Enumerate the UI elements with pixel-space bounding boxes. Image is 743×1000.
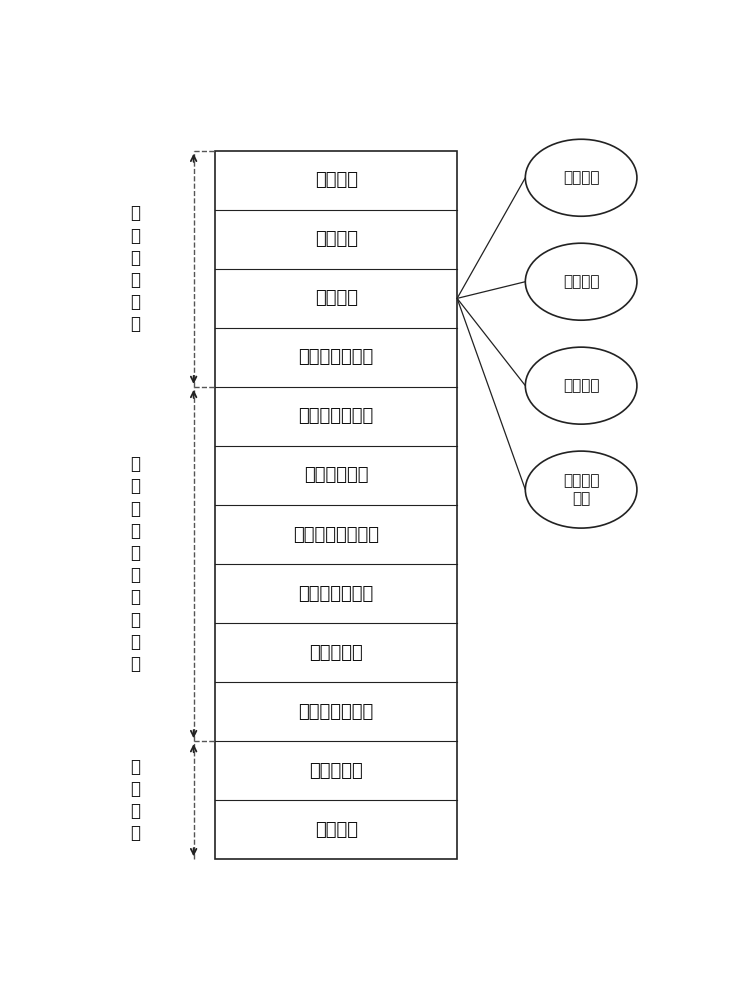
Ellipse shape — [525, 451, 637, 528]
Ellipse shape — [525, 243, 637, 320]
Ellipse shape — [525, 139, 637, 216]
Text: 是否终止
结点: 是否终止 结点 — [563, 473, 600, 506]
Text: 设
备
故
障
规
则: 设 备 故 障 规 则 — [131, 204, 140, 333]
Text: 主保护正确动作: 主保护正确动作 — [299, 407, 374, 425]
Text: 断路器拒动: 断路器拒动 — [309, 762, 363, 780]
Text: 接线方式: 接线方式 — [563, 378, 600, 393]
Text: 后备保护正确动作: 后备保护正确动作 — [293, 526, 379, 544]
Text: 主保护拒动作: 主保护拒动作 — [304, 466, 369, 484]
Text: 电压等级: 电压等级 — [563, 274, 600, 289]
Text: 断路器跳闸: 断路器跳闸 — [309, 644, 363, 662]
Text: 断
路
器
和
保
护
动
作
规
则: 断 路 器 和 保 护 动 作 规 则 — [131, 455, 140, 673]
Text: 终
止
规
则: 终 止 规 则 — [131, 758, 140, 842]
Text: 线路故障: 线路故障 — [315, 289, 357, 307]
Text: 设备类型: 设备类型 — [563, 170, 600, 185]
Ellipse shape — [525, 347, 637, 424]
Text: 后备保护拒动作: 后备保护拒动作 — [299, 585, 374, 603]
Bar — [215, 151, 457, 859]
Text: 母线故障: 母线故障 — [315, 171, 357, 189]
Text: 上一级线路故障: 上一级线路故障 — [299, 348, 374, 366]
Text: 主变故障: 主变故障 — [315, 230, 357, 248]
Text: 断路器正确跳闸: 断路器正确跳闸 — [299, 703, 374, 721]
Text: 终止结点: 终止结点 — [315, 821, 357, 839]
